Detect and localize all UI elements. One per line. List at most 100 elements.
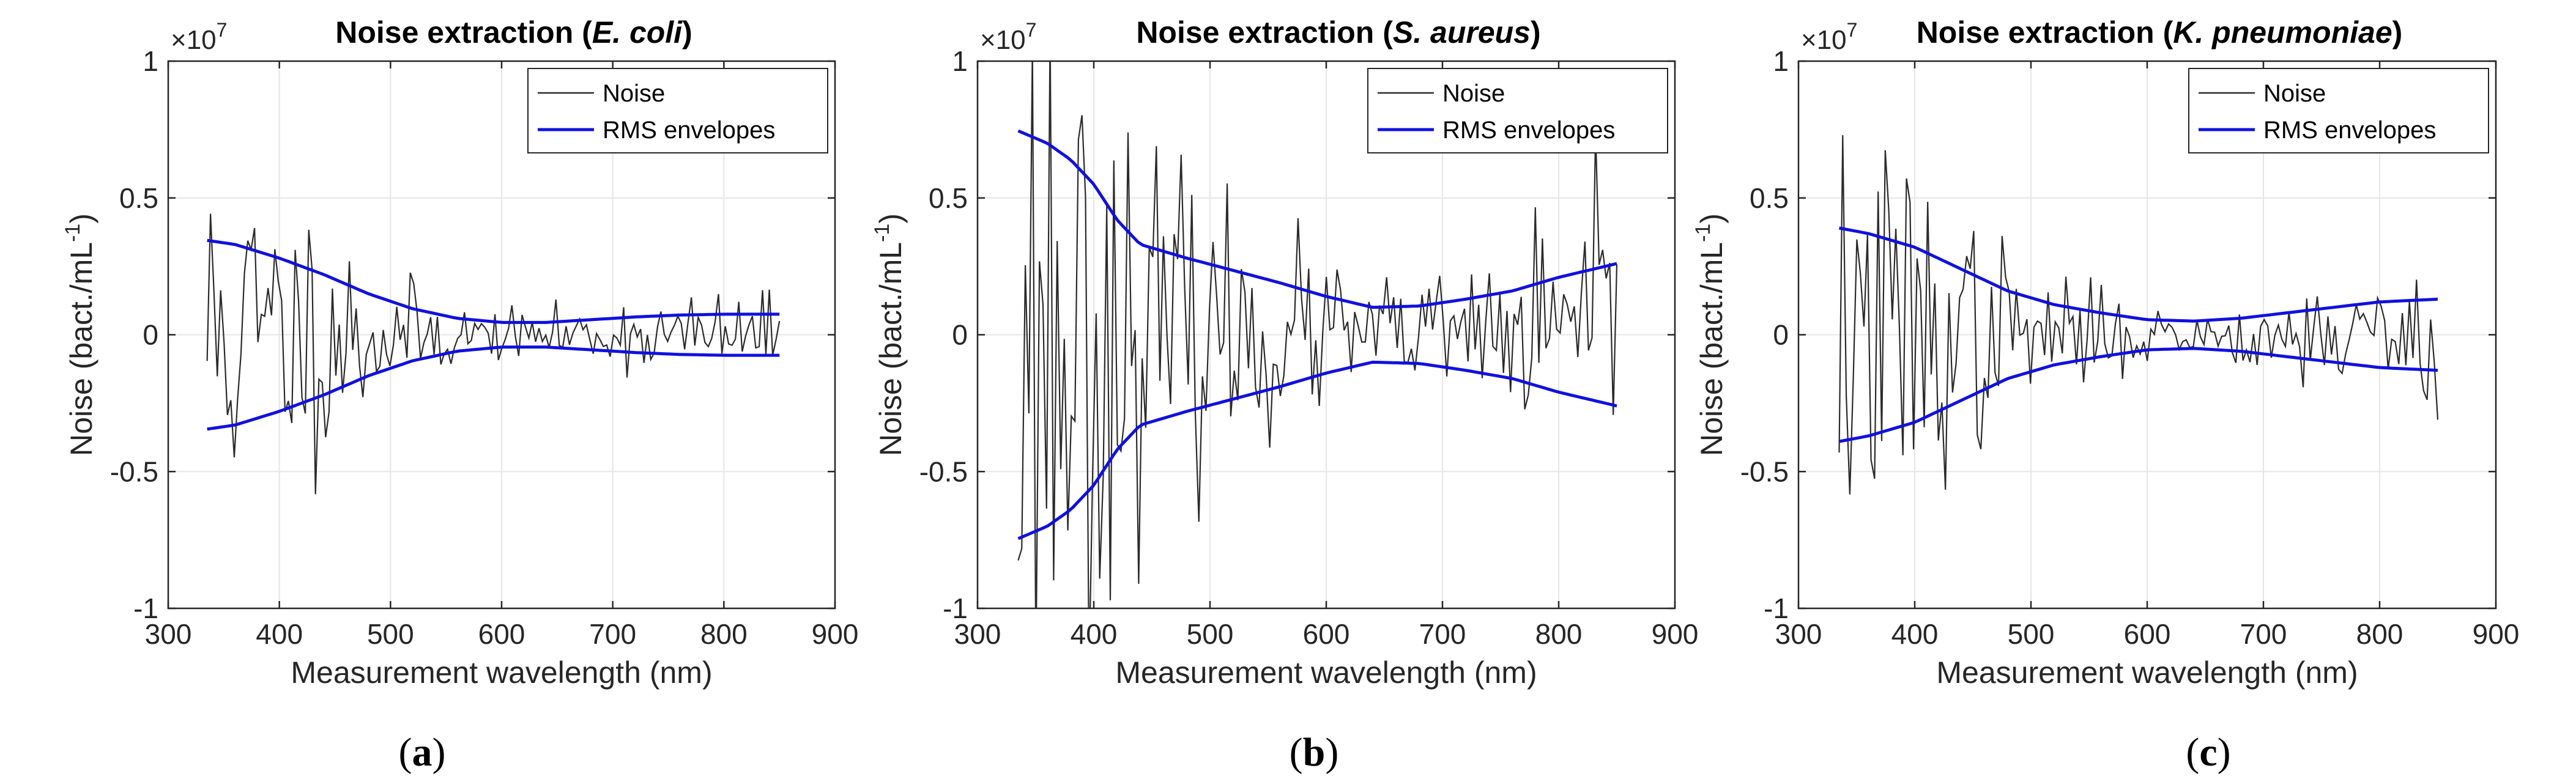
x-axis-label: Measurement wavelength (nm)	[1936, 655, 2358, 690]
x-tick-label: 900	[2473, 618, 2520, 650]
x-tick-label: 800	[700, 618, 748, 650]
legend-box	[2188, 68, 2489, 153]
x-tick-label: 900	[812, 618, 859, 650]
legend-envelope-label: RMS envelopes	[2263, 117, 2436, 144]
y-tick-label: 0.5	[1750, 182, 1789, 214]
rms-envelope-lower-line	[1017, 360, 1617, 540]
legend: Noise RMS envelopes	[527, 68, 828, 153]
y-axis-label-text: Noise (bact./mL	[64, 242, 98, 456]
chart-panel-c: 300 400 500 600 700 800 900 -1 -0.5 0 0.5 1 ×107 Nois…	[1691, 15, 2519, 775]
y-multiplier-base: ×10	[980, 25, 1026, 55]
legend-noise-label: Noise	[1442, 80, 1505, 107]
x-tick-label: 800	[2356, 618, 2403, 650]
x-tick-label: 500	[1187, 618, 1234, 650]
y-tick-label: -0.5	[919, 456, 968, 487]
x-tick-label: 500	[367, 618, 414, 650]
caption-close: )	[2218, 730, 2231, 775]
x-tick-label: 400	[1891, 618, 1939, 650]
y-axis-label: Noise (bact./mL-1)	[1691, 213, 1729, 456]
legend-envelope-label: RMS envelopes	[603, 117, 775, 144]
legend-box	[527, 68, 828, 153]
chart-title-suffix: )	[1531, 15, 1541, 50]
x-tick-label: 500	[2008, 618, 2055, 650]
x-tick-label: 900	[1652, 618, 1699, 650]
x-axis-label: Measurement wavelength (nm)	[1115, 655, 1537, 690]
legend-noise-label: Noise	[2263, 80, 2326, 107]
x-tick-label: 300	[954, 618, 1001, 650]
rms-envelope-upper-line	[207, 238, 780, 324]
y-axis-label: Noise (bact./mL-1)	[870, 213, 908, 456]
legend: Noise RMS envelopes	[2188, 68, 2489, 153]
y-tick-label: 1	[143, 45, 158, 77]
panel-caption: (a)	[399, 730, 446, 775]
chart-title-organism: S. aureus	[1393, 15, 1531, 50]
y-tick-label: 0	[952, 319, 968, 351]
y-tick-label: -1	[133, 592, 158, 624]
chart-title-organism: K. pneumoniae	[2173, 15, 2392, 50]
x-tick-label: 300	[1775, 618, 1822, 650]
y-multiplier-exponent: 7	[1847, 19, 1858, 41]
noise-series-line	[206, 213, 781, 495]
y-axis-multiplier: ×107	[171, 19, 227, 55]
y-axis-label-text: Noise (bact./mL	[874, 242, 908, 456]
y-tick-label: 0.5	[119, 182, 158, 214]
chart-title: Noise extraction (E. coli)	[335, 15, 692, 50]
y-multiplier-exponent: 7	[217, 19, 228, 41]
y-tick-label: 0	[1773, 319, 1789, 351]
caption-letter: b	[1303, 730, 1326, 775]
x-tick-label: 700	[589, 618, 636, 650]
x-tick-label: 400	[256, 618, 303, 650]
y-tick-label: -1	[1764, 592, 1789, 624]
rms-envelope-lower-line	[207, 345, 780, 431]
caption-open: (	[2186, 730, 2199, 775]
caption-open: (	[1290, 730, 1303, 775]
x-tick-label: 400	[1071, 618, 1118, 650]
chart-panel-b: 300 400 500 600 700 800 900 -1 -0.5 0 0.5 1 ×107 Nois…	[870, 15, 1698, 775]
y-axis-label-end: )	[1694, 213, 1729, 224]
chart-title: Noise extraction (K. pneumoniae)	[1917, 15, 2403, 50]
y-tick-label: 1	[952, 45, 968, 77]
y-axis-label-end: )	[874, 213, 908, 224]
y-axis-multiplier: ×107	[1801, 19, 1857, 55]
x-axis-label: Measurement wavelength (nm)	[291, 655, 712, 690]
x-tick-label: 600	[478, 618, 525, 650]
y-tick-label: 1	[1773, 45, 1789, 77]
rms-envelope-upper-line	[1839, 226, 2438, 323]
chart-panel-a: 300 400 500 600 700 800 900 -1 -0.5 0 0.5 1 ×107 Nois…	[61, 15, 858, 775]
x-tick-label: 300	[145, 618, 192, 650]
y-tick-label: -1	[943, 592, 968, 624]
x-tick-label: 700	[2240, 618, 2287, 650]
y-tick-label: 0	[143, 319, 158, 351]
chart-title-prefix: Noise extraction (	[1917, 15, 2173, 50]
chart-title-suffix: )	[682, 15, 692, 50]
chart-title-suffix: )	[2392, 15, 2403, 50]
panel-caption: (c)	[2186, 730, 2230, 775]
caption-close: )	[1325, 730, 1338, 775]
caption-letter: a	[412, 730, 432, 775]
y-axis-label-superscript: -1	[1691, 224, 1715, 242]
x-tick-label: 600	[1303, 618, 1350, 650]
y-axis-label-end: )	[64, 213, 98, 224]
y-tick-label: -0.5	[1740, 456, 1789, 487]
x-tick-label: 600	[2124, 618, 2171, 650]
chart-title-prefix: Noise extraction (	[1136, 15, 1393, 50]
y-multiplier-base: ×10	[171, 25, 217, 55]
legend-noise-label: Noise	[603, 80, 665, 107]
y-axis-label-superscript: -1	[870, 224, 894, 242]
legend: Noise RMS envelopes	[1367, 68, 1668, 153]
rms-envelope-upper-line	[1017, 129, 1617, 309]
y-axis-multiplier: ×107	[980, 19, 1036, 55]
panel-caption: (b)	[1290, 730, 1339, 775]
x-tick-label: 800	[1535, 618, 1583, 650]
x-tick-label: 700	[1419, 618, 1466, 650]
caption-close: )	[432, 730, 446, 775]
y-axis-label-text: Noise (bact./mL	[1694, 242, 1729, 456]
chart-title-prefix: Noise extraction (	[335, 15, 592, 50]
chart-title-organism: E. coli	[592, 15, 683, 50]
caption-open: (	[399, 730, 412, 775]
noise-series-line	[1017, 61, 1618, 608]
y-tick-label: -0.5	[110, 456, 158, 487]
legend-envelope-label: RMS envelopes	[1442, 117, 1615, 144]
legend-box	[1367, 68, 1668, 153]
